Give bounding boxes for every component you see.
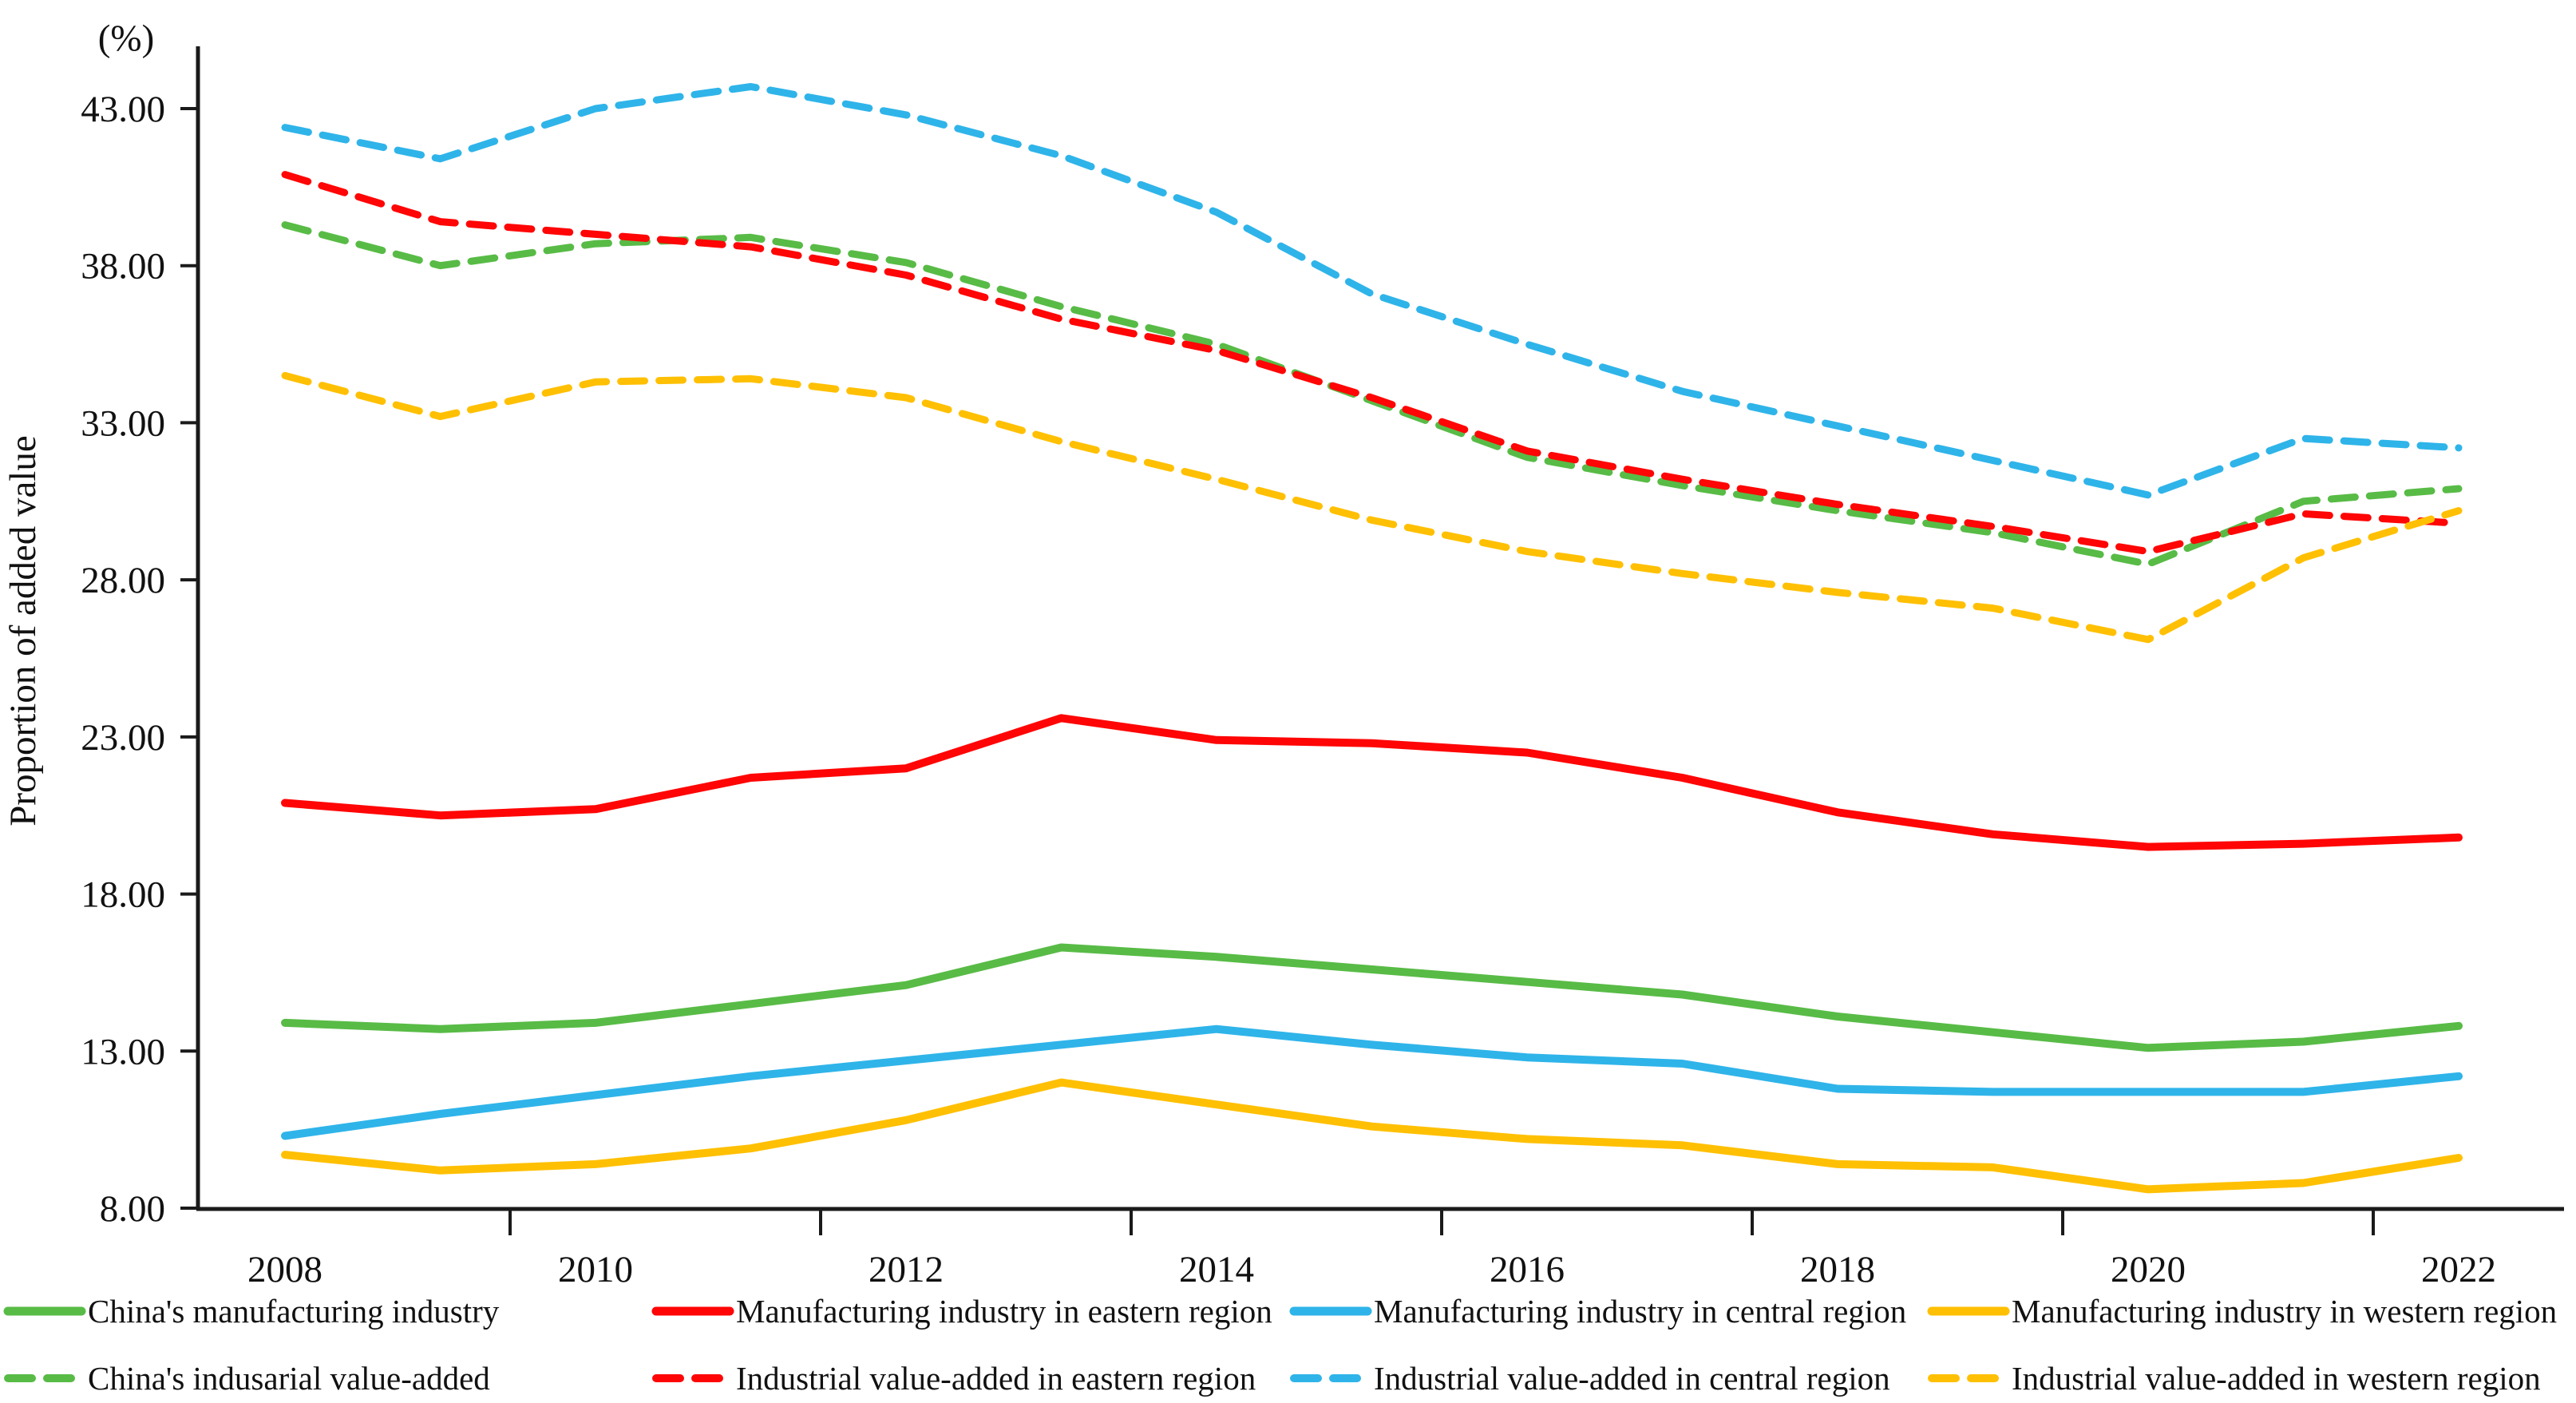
chart-legend: China's manufacturing industry Manufactur… xyxy=(3,1293,2557,1397)
legend-label: China's indusarial value-added xyxy=(88,1360,490,1397)
y-axis-ticks: 8.00 13.00 18.00 23.00 28.00 33.00 38.00 43.00 xyxy=(81,89,198,1230)
series-line-china-s-manufacturing-industry xyxy=(281,943,2463,1052)
legend-item: China's indusarial value-added xyxy=(4,1360,490,1397)
legend-label: Manufacturing industry in central region xyxy=(1374,1293,1906,1330)
legend-label: Industrial value-added in western region xyxy=(2012,1360,2541,1397)
x-tick-label: 2022 xyxy=(2421,1249,2496,1290)
series-line-manufacturing-industry-in-central-region xyxy=(281,1025,2463,1140)
legend-label: China's manufacturing industry xyxy=(88,1293,500,1330)
series-line-manufacturing-industry-in-western-region xyxy=(281,1078,2463,1194)
x-tick-label: 2020 xyxy=(2111,1249,2186,1290)
legend-label: Manufacturing industry in western region xyxy=(2012,1293,2557,1330)
legend-item: Manufacturing industry in central region xyxy=(1289,1293,1906,1330)
y-axis-title: Proportion of added value xyxy=(2,435,44,826)
x-tick-label: 2016 xyxy=(1490,1249,1565,1290)
series-line-industrial-value-added-in-central-region xyxy=(281,83,2463,499)
legend-item: Manufacturing industry in western region xyxy=(1927,1293,2557,1330)
legend-item: China's manufacturing industry xyxy=(3,1293,500,1330)
series-line-industrial-value-added-in-western-region xyxy=(281,371,2463,644)
legend-label: Manufacturing industry in eastern region xyxy=(736,1293,1272,1330)
x-tick-label: 2018 xyxy=(1800,1249,1875,1290)
legend-item: Industrial value-added in central region xyxy=(1290,1360,1890,1397)
legend-item: Manufacturing industry in eastern region xyxy=(651,1293,1272,1330)
y-tick-label: 23.00 xyxy=(81,717,165,759)
legend-item: Industrial value-added in eastern region xyxy=(652,1360,1256,1397)
y-tick-label: 18.00 xyxy=(81,874,165,916)
unit-label: (%) xyxy=(98,18,154,59)
series-lines xyxy=(281,83,2463,1194)
x-tick-label: 2010 xyxy=(558,1249,633,1290)
y-tick-label: 28.00 xyxy=(81,560,165,601)
legend-item: Industrial value-added in western region xyxy=(1928,1360,2541,1397)
x-tick-label: 2014 xyxy=(1179,1249,1254,1290)
y-tick-label: 33.00 xyxy=(81,402,165,444)
y-tick-label: 13.00 xyxy=(81,1031,165,1072)
x-tick-label: 2008 xyxy=(247,1249,322,1290)
y-tick-label: 8.00 xyxy=(100,1188,165,1230)
y-tick-label: 43.00 xyxy=(81,89,165,130)
x-tick-label: 2012 xyxy=(869,1249,944,1290)
x-axis-ticks: 2008 2010 2012 2014 2016 2018 2020 2022 xyxy=(247,1209,2496,1290)
legend-label: Industrial value-added in central region xyxy=(1374,1360,1890,1397)
y-tick-label: 38.00 xyxy=(81,246,165,287)
series-line-manufacturing-industry-in-eastern-region xyxy=(281,714,2463,851)
series-line-industrial-value-added-in-eastern-region xyxy=(281,171,2463,556)
legend-label: Industrial value-added in eastern region xyxy=(736,1360,1256,1397)
